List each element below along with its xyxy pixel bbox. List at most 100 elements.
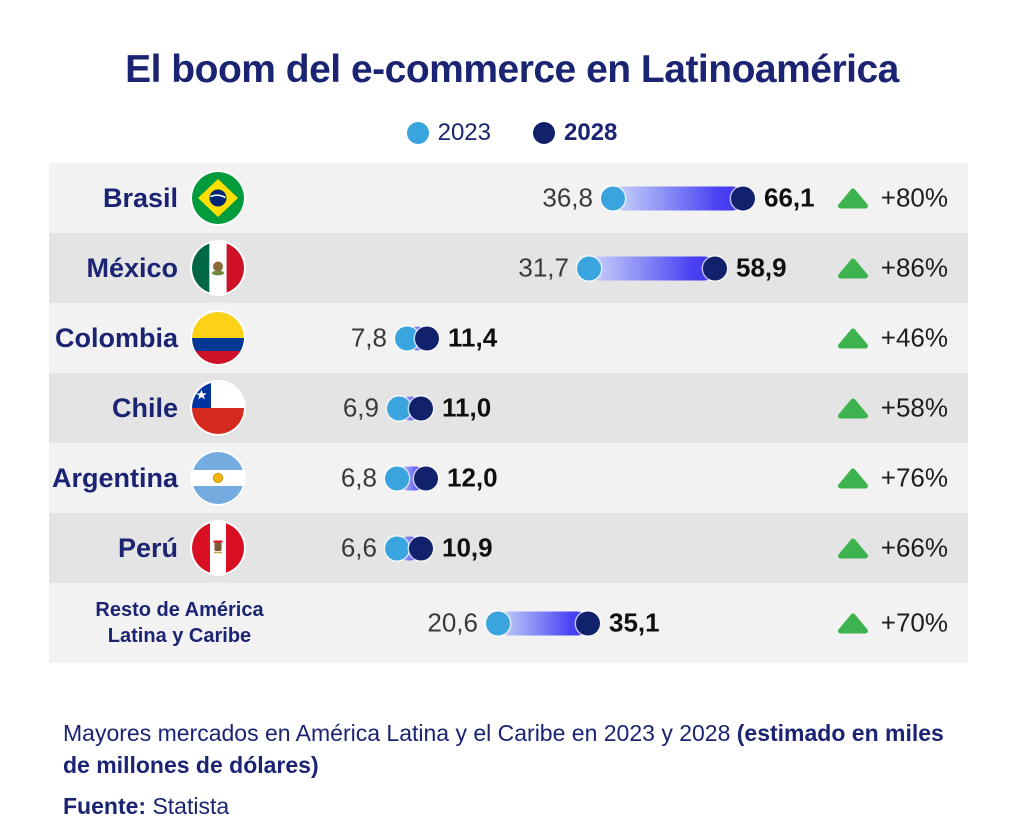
country-cell: Colombia [49, 312, 244, 364]
dumbbell-bar: 6,9 11,0 [319, 393, 491, 424]
value-2028-label: 12,0 [447, 462, 498, 493]
caption-bold: (estimado en miles de millones de dólare… [63, 720, 944, 779]
argentina-flag-icon [192, 452, 244, 504]
dot-2023-icon [385, 466, 409, 490]
change-cell: +70% [837, 608, 948, 639]
country-label: Colombia [54, 322, 178, 353]
change-cell: +58% [837, 393, 948, 424]
bar-connector [612, 186, 744, 210]
legend-label-2023: 2023 [437, 119, 491, 146]
up-triangle-icon [837, 188, 868, 208]
dot-2028-icon [415, 326, 439, 350]
country-cell: Perú [49, 522, 244, 574]
table-row: Perú 6,6 10,9 +66% [49, 513, 968, 583]
change-percent: +70% [880, 607, 948, 638]
country-label: Brasil [102, 182, 178, 213]
legend-item-2023: 2023 [406, 119, 491, 147]
rows-table: Brasil 36,8 66,1 +80% México [49, 163, 968, 663]
dot-2028-icon [414, 466, 438, 490]
country-label: Chile [111, 392, 178, 423]
bar-connector [497, 611, 589, 635]
peru-flag-icon [192, 522, 244, 574]
value-2023-label: 7,8 [350, 322, 387, 353]
source-label: Fuente: [63, 793, 147, 819]
country-cell: México [49, 242, 244, 294]
value-2023-label: 6,9 [342, 392, 379, 423]
value-2028-label: 66,1 [764, 182, 815, 213]
up-triangle-icon [837, 258, 868, 278]
change-cell: +76% [837, 463, 948, 494]
country-label: Resto de América Latina y Caribe [95, 599, 264, 647]
mexico-flag-icon [192, 242, 244, 294]
dot-2028-icon [409, 536, 433, 560]
table-row: Colombia 7,8 11,4 +46% [49, 303, 968, 373]
colombia-flag-icon [192, 312, 244, 364]
country-label: Argentina [51, 462, 178, 493]
change-percent: +76% [880, 462, 948, 493]
legend-dot-2023-icon [406, 122, 429, 144]
legend-item-2028: 2028 [533, 119, 617, 147]
dumbbell-bar: 36,8 66,1 [533, 182, 815, 214]
change-cell: +66% [837, 533, 948, 564]
up-triangle-icon [837, 613, 868, 633]
up-triangle-icon [837, 398, 868, 418]
change-percent: +58% [880, 392, 948, 423]
change-percent: +66% [880, 532, 948, 563]
change-cell: +46% [837, 323, 948, 354]
dot-2023-icon [486, 611, 510, 635]
table-row: México 31,7 58,9 +86% [49, 233, 968, 303]
dumbbell-bar: 20,6 35,1 [418, 607, 660, 639]
caption-regular: Mayores mercados en América Latina y el … [63, 720, 737, 746]
dumbbell-bar: 7,8 11,4 [327, 323, 497, 354]
legend: 2023 2028 [0, 119, 1024, 147]
source: Fuente: Statista [63, 793, 229, 820]
chile-flag-icon [192, 382, 244, 434]
value-2023-label: 6,6 [340, 532, 377, 563]
legend-label-2028: 2028 [564, 119, 618, 146]
table-row: Resto de América Latina y Caribe 20,6 35… [49, 583, 968, 663]
caption: Mayores mercados en América Latina y el … [63, 717, 948, 781]
dot-2028-icon [576, 611, 600, 635]
change-percent: +86% [880, 252, 948, 283]
dot-2028-icon [731, 186, 755, 210]
value-2023-label: 36,8 [542, 182, 593, 213]
dumbbell-bar: 31,7 58,9 [509, 252, 787, 284]
value-2028-label: 10,9 [442, 532, 493, 563]
dot-2028-icon [409, 396, 433, 420]
dumbbell-bar: 6,8 12,0 [317, 463, 498, 494]
dumbbell-bar: 6,6 10,9 [317, 533, 493, 564]
dot-2023-icon [577, 256, 601, 280]
change-percent: +46% [880, 322, 948, 353]
country-cell: Resto de América Latina y Caribe [49, 597, 310, 649]
change-cell: +86% [837, 253, 948, 284]
change-percent: +80% [880, 182, 948, 213]
country-label: Perú [117, 532, 178, 563]
value-2023-label: 31,7 [518, 252, 569, 283]
legend-dot-2028-icon [533, 122, 555, 144]
country-cell: Brasil [49, 172, 244, 224]
table-row: Argentina 6,8 12,0 +76% [49, 443, 968, 513]
country-cell: Argentina [49, 452, 244, 504]
up-triangle-icon [837, 538, 868, 558]
value-2023-label: 6,8 [340, 462, 377, 493]
up-triangle-icon [837, 328, 868, 348]
country-cell: Chile [49, 382, 244, 434]
dot-2023-icon [387, 396, 411, 420]
value-2028-label: 58,9 [736, 252, 787, 283]
dot-2023-icon [385, 536, 409, 560]
change-cell: +80% [837, 183, 948, 214]
value-2028-label: 11,4 [448, 322, 498, 353]
dot-2028-icon [703, 256, 727, 280]
brasil-flag-icon [192, 172, 244, 224]
page-title: El boom del e-commerce en Latinoamérica [125, 48, 899, 92]
table-row: Brasil 36,8 66,1 +80% [49, 163, 968, 233]
up-triangle-icon [837, 468, 868, 488]
country-label: México [86, 252, 178, 283]
value-2028-label: 11,0 [442, 392, 492, 423]
value-2023-label: 20,6 [427, 607, 478, 638]
table-row: Chile 6,9 11,0 +58% [49, 373, 968, 443]
dot-2023-icon [601, 186, 625, 210]
value-2028-label: 35,1 [609, 607, 660, 638]
bar-connector [588, 256, 716, 280]
